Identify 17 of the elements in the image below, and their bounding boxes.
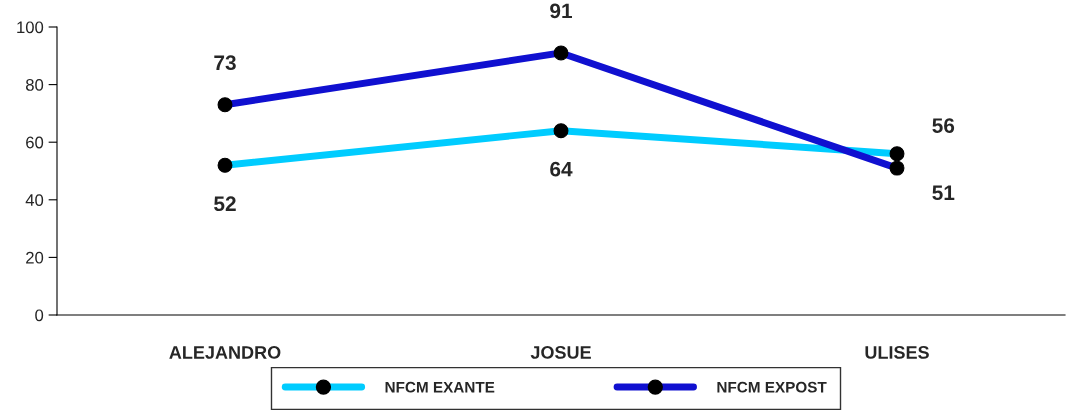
y-tick-label: 0 — [35, 309, 44, 322]
data-label: 64 — [550, 161, 573, 177]
data-label: 91 — [550, 3, 573, 19]
y-tick-label: 40 — [25, 194, 44, 206]
legend-label: NFCM EXANTE — [385, 381, 495, 393]
data-label: 73 — [214, 55, 236, 71]
data-label: 51 — [932, 185, 955, 201]
legend-label: NFCM EXPOST — [717, 381, 827, 393]
data-label: 56 — [932, 118, 955, 133]
y-tick-label: 60 — [26, 136, 44, 149]
x-tick-label: JOSUE — [530, 346, 591, 359]
x-tick-label: ALEJANDRO — [169, 346, 281, 359]
y-tick-label: 100 — [17, 21, 44, 34]
y-tick-label: 20 — [26, 251, 44, 264]
data-label: 52 — [214, 196, 236, 212]
y-tick-label: 80 — [25, 79, 44, 91]
x-tick-label: ULISES — [865, 346, 929, 359]
